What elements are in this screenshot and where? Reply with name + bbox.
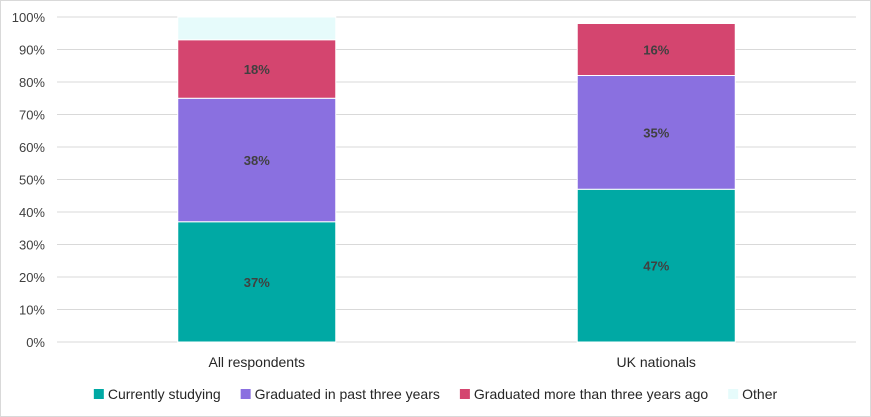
y-tick-label: 40%: [19, 205, 45, 220]
data-label: 47%: [643, 259, 669, 274]
data-label: 16%: [643, 43, 669, 58]
bar-segment-currently-studying: [177, 221, 337, 343]
y-tick-label: 20%: [19, 270, 45, 285]
legend-label: Graduated in past three years: [255, 386, 440, 402]
y-tick-label: 30%: [19, 238, 45, 253]
x-category-label: All respondents: [208, 354, 305, 370]
bar-segment-graduated-in-past-three-years: [177, 97, 337, 223]
legend-label: Graduated more than three years ago: [474, 386, 708, 402]
legend-swatch-currently-studying: [93, 389, 104, 399]
y-tick-label: 50%: [19, 173, 45, 188]
bar-segment-other: [177, 16, 337, 41]
legend-swatch-other: [728, 389, 739, 399]
legend-label: Other: [742, 386, 777, 402]
x-category-label: UK nationals: [617, 354, 696, 370]
y-tick-label: 0%: [26, 335, 45, 350]
y-tick-label: 80%: [19, 75, 45, 90]
bar-segment-graduated-in-past-three-years: [576, 75, 736, 190]
legend-swatch-graduated-more-than-three-years-ago: [459, 389, 470, 399]
y-tick-label: 90%: [19, 43, 45, 58]
data-label: 38%: [244, 153, 270, 168]
y-tick-label: 100%: [12, 10, 46, 25]
bar-segment-graduated-more-than-three-years-ago: [177, 39, 337, 99]
bar-segment-graduated-more-than-three-years-ago: [576, 23, 736, 76]
y-tick-label: 70%: [19, 108, 45, 123]
data-label: 35%: [643, 125, 669, 140]
bar-segment-currently-studying: [576, 188, 736, 343]
y-tick-label: 10%: [19, 303, 45, 318]
y-tick-label: 60%: [19, 140, 45, 155]
legend-label: Currently studying: [108, 386, 221, 402]
data-label: 37%: [244, 275, 270, 290]
data-label: 18%: [244, 62, 270, 77]
legend-swatch-graduated-in-past-three-years: [240, 389, 251, 399]
